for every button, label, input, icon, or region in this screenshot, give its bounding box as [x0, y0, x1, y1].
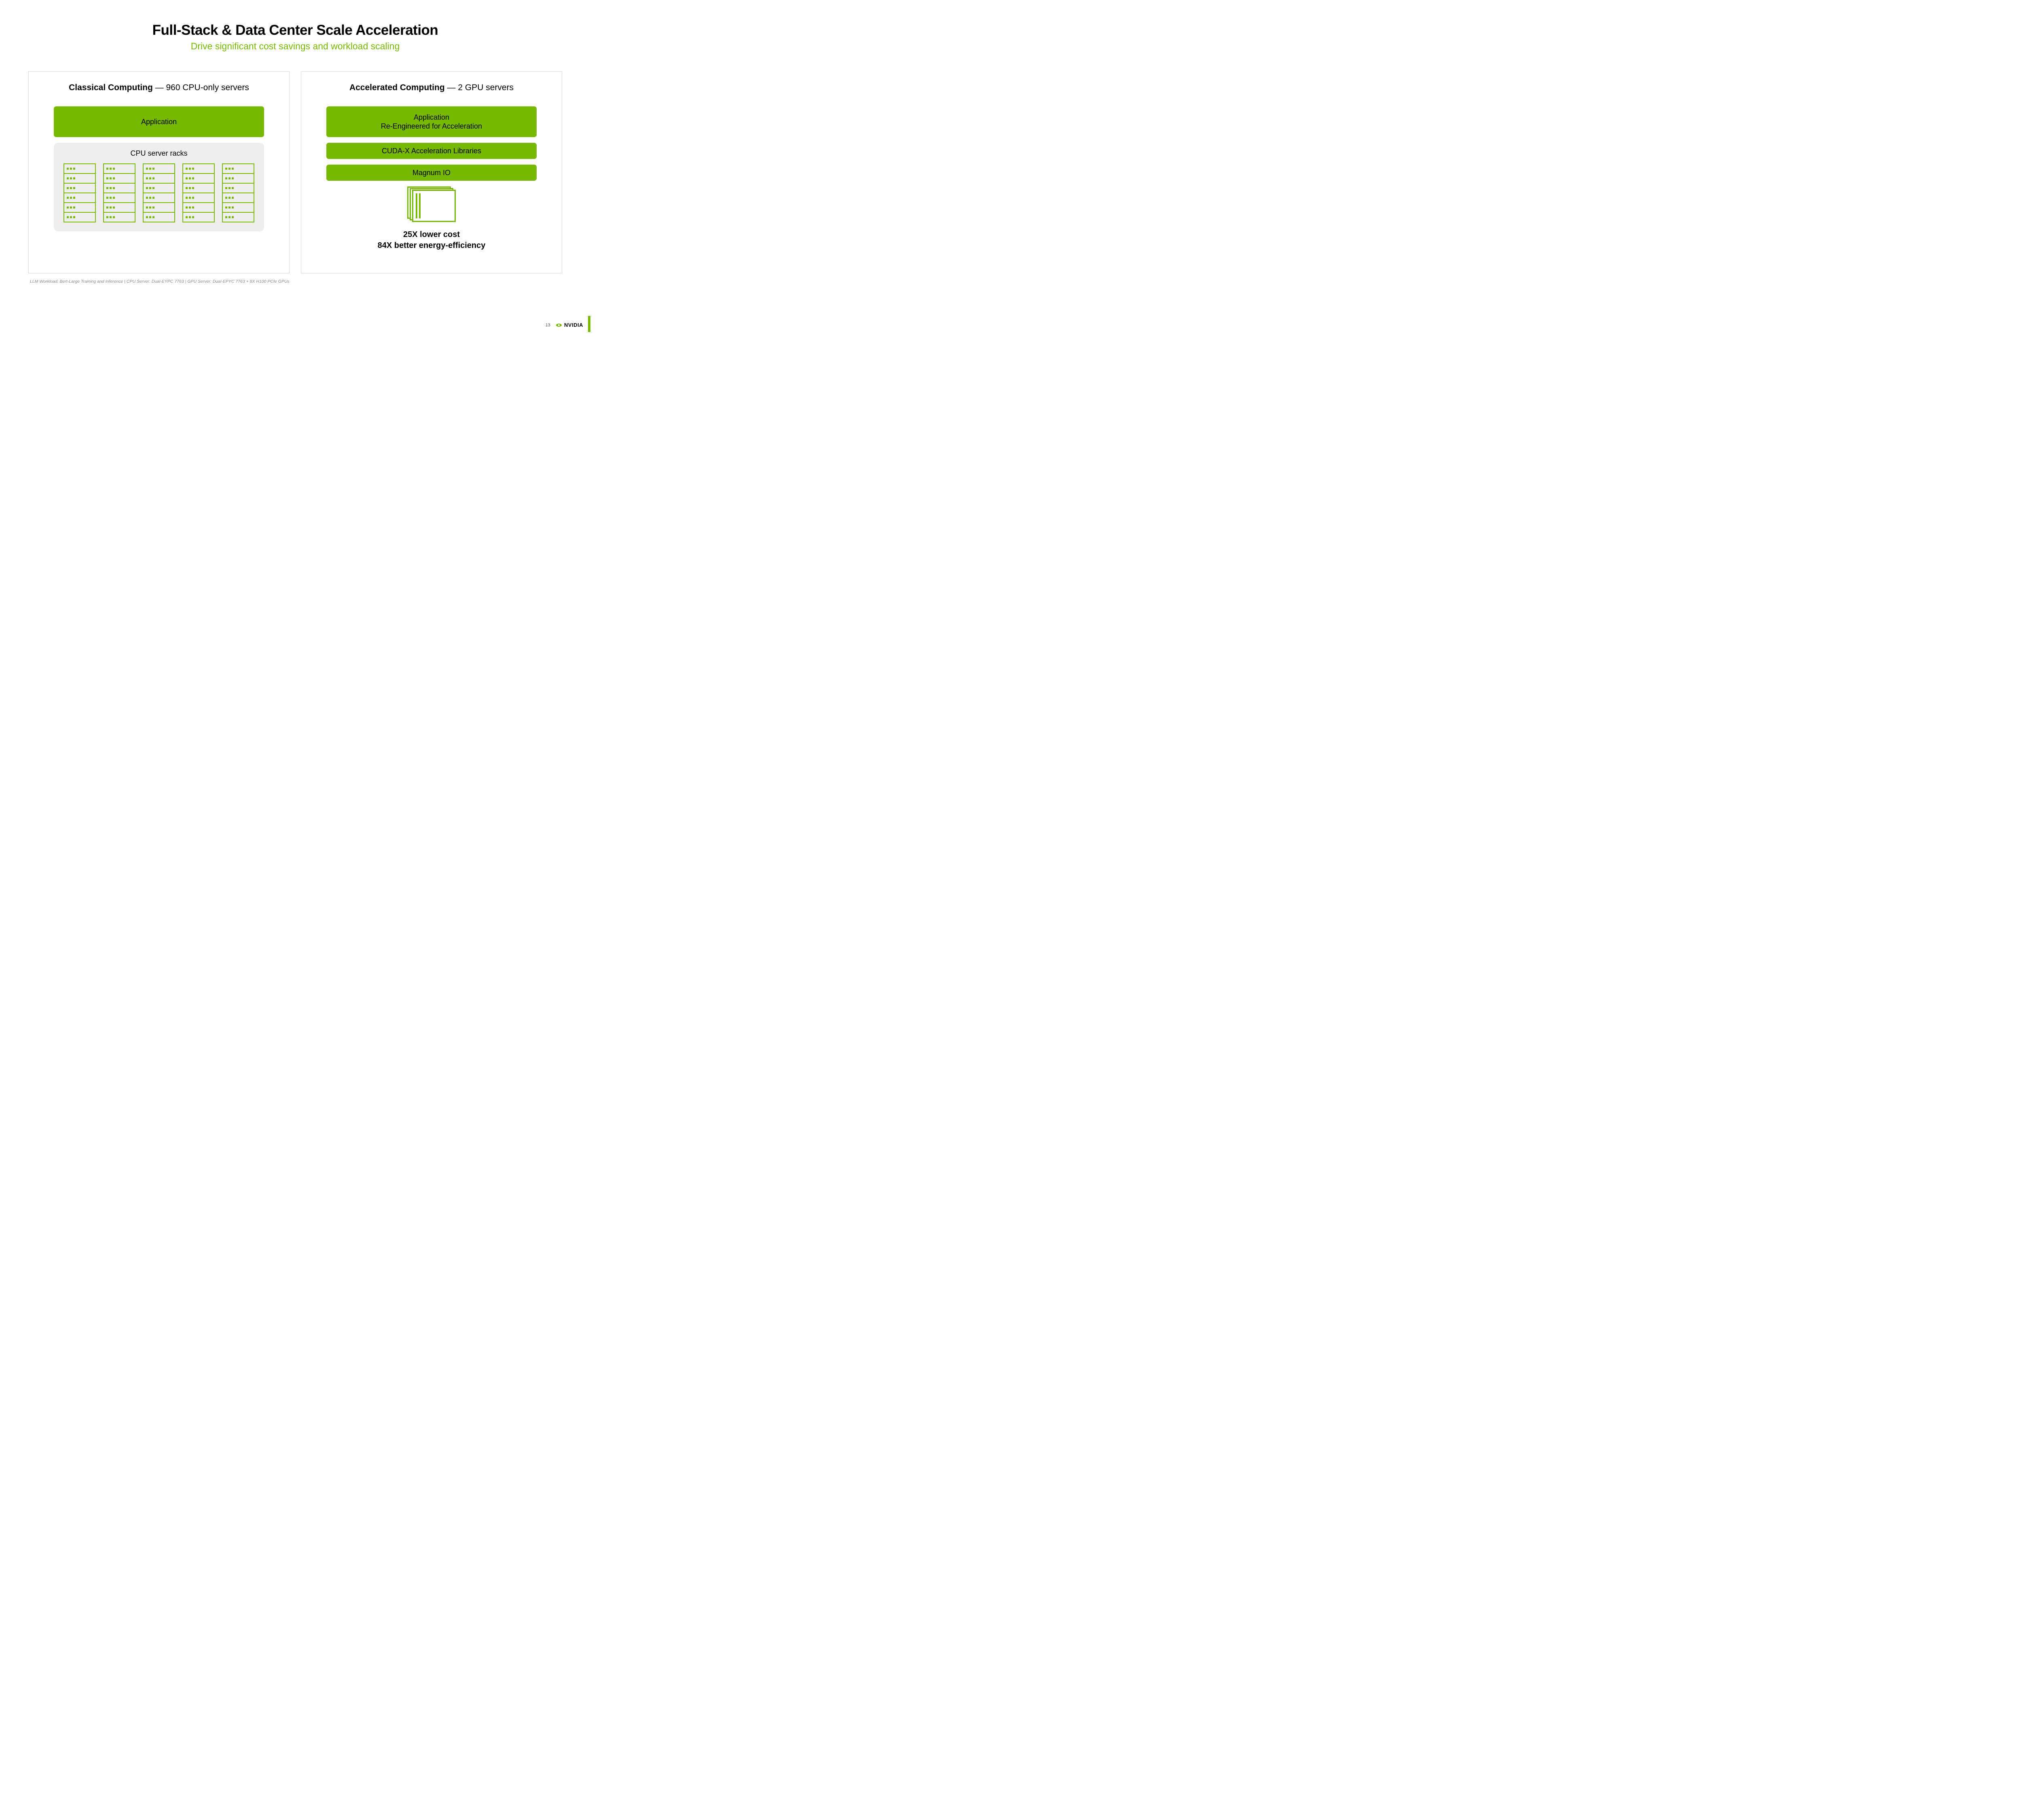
server-rack-icon — [143, 163, 175, 222]
rack-unit-icon — [222, 202, 254, 213]
panel-classical: Classical Computing — 960 CPU-only serve… — [28, 71, 290, 273]
footer: 13 NVIDIA — [546, 322, 583, 328]
panel-accelerated-title: Accelerated Computing — 2 GPU servers — [326, 83, 537, 93]
panel-classical-title-bold: Classical Computing — [69, 83, 153, 92]
footnote: LLM Workload: Bert-Large Training and In… — [28, 279, 562, 284]
bar-app-accel-line1: Application — [414, 113, 449, 122]
cpu-racks-box: CPU server racks — [54, 143, 264, 231]
server-rack-icon — [182, 163, 215, 222]
gpu-graphic — [326, 186, 537, 222]
rack-unit-icon — [143, 212, 175, 222]
bar-magnum-io: Magnum IO — [326, 165, 537, 181]
nvidia-wordmark: NVIDIA — [564, 322, 583, 328]
benefit-line-1: 25X lower cost — [326, 229, 537, 240]
cpu-racks-label: CPU server racks — [63, 149, 254, 158]
rack-unit-icon — [143, 202, 175, 213]
bar-application-classical: Application — [54, 106, 264, 137]
page-number: 13 — [546, 323, 550, 328]
bar-application-accelerated: Application Re-Engineered for Accelerati… — [326, 106, 537, 137]
rack-unit-icon — [182, 212, 215, 222]
rack-unit-icon — [143, 183, 175, 193]
rack-unit-icon — [143, 163, 175, 174]
rack-unit-icon — [182, 183, 215, 193]
rack-unit-icon — [103, 173, 135, 184]
rack-unit-icon — [182, 163, 215, 174]
bar-magnum-io-label: Magnum IO — [412, 168, 451, 178]
racks-row — [63, 163, 254, 222]
main-title: Full-Stack & Data Center Scale Accelerat… — [28, 22, 562, 38]
subtitle: Drive significant cost savings and workl… — [28, 41, 562, 52]
panel-classical-title: Classical Computing — 960 CPU-only serve… — [54, 83, 264, 93]
nvidia-eye-icon — [555, 322, 563, 328]
nvidia-logo: NVIDIA — [555, 322, 583, 328]
rack-unit-icon — [222, 193, 254, 203]
rack-unit-icon — [222, 183, 254, 193]
rack-unit-icon — [103, 193, 135, 203]
benefit-line-2: 84X better energy-efficiency — [326, 240, 537, 251]
panel-accelerated-title-bold: Accelerated Computing — [349, 83, 445, 92]
rack-unit-icon — [103, 183, 135, 193]
bar-cuda-x-label: CUDA-X Acceleration Libraries — [382, 146, 481, 156]
benefit-lines: 25X lower cost 84X better energy-efficie… — [326, 229, 537, 251]
bar-app-accel-line2: Re-Engineered for Acceleration — [381, 122, 482, 131]
edge-accent-mark — [588, 316, 590, 332]
rack-unit-icon — [222, 173, 254, 184]
server-rack-icon — [222, 163, 254, 222]
bar-cuda-x: CUDA-X Acceleration Libraries — [326, 143, 537, 159]
rack-unit-icon — [222, 163, 254, 174]
rack-unit-icon — [222, 212, 254, 222]
rack-unit-icon — [182, 173, 215, 184]
rack-unit-icon — [63, 193, 96, 203]
title-block: Full-Stack & Data Center Scale Accelerat… — [28, 22, 562, 52]
rack-unit-icon — [143, 173, 175, 184]
rack-unit-icon — [103, 163, 135, 174]
server-rack-icon — [63, 163, 96, 222]
server-rack-icon — [103, 163, 135, 222]
panel-accelerated-title-rest: — 2 GPU servers — [445, 83, 514, 92]
slide: Full-Stack & Data Center Scale Accelerat… — [0, 0, 590, 332]
rack-unit-icon — [63, 173, 96, 184]
bar-application-classical-label: Application — [141, 117, 177, 127]
rack-unit-icon — [63, 163, 96, 174]
panels-row: Classical Computing — 960 CPU-only serve… — [28, 71, 562, 273]
rack-unit-icon — [143, 193, 175, 203]
gpu-card-icon — [407, 186, 456, 222]
rack-unit-icon — [182, 202, 215, 213]
rack-unit-icon — [103, 202, 135, 213]
rack-unit-icon — [63, 202, 96, 213]
panel-accelerated: Accelerated Computing — 2 GPU servers Ap… — [301, 71, 562, 273]
rack-unit-icon — [182, 193, 215, 203]
panel-classical-title-rest: — 960 CPU-only servers — [153, 83, 249, 92]
rack-unit-icon — [63, 183, 96, 193]
rack-unit-icon — [63, 212, 96, 222]
rack-unit-icon — [103, 212, 135, 222]
